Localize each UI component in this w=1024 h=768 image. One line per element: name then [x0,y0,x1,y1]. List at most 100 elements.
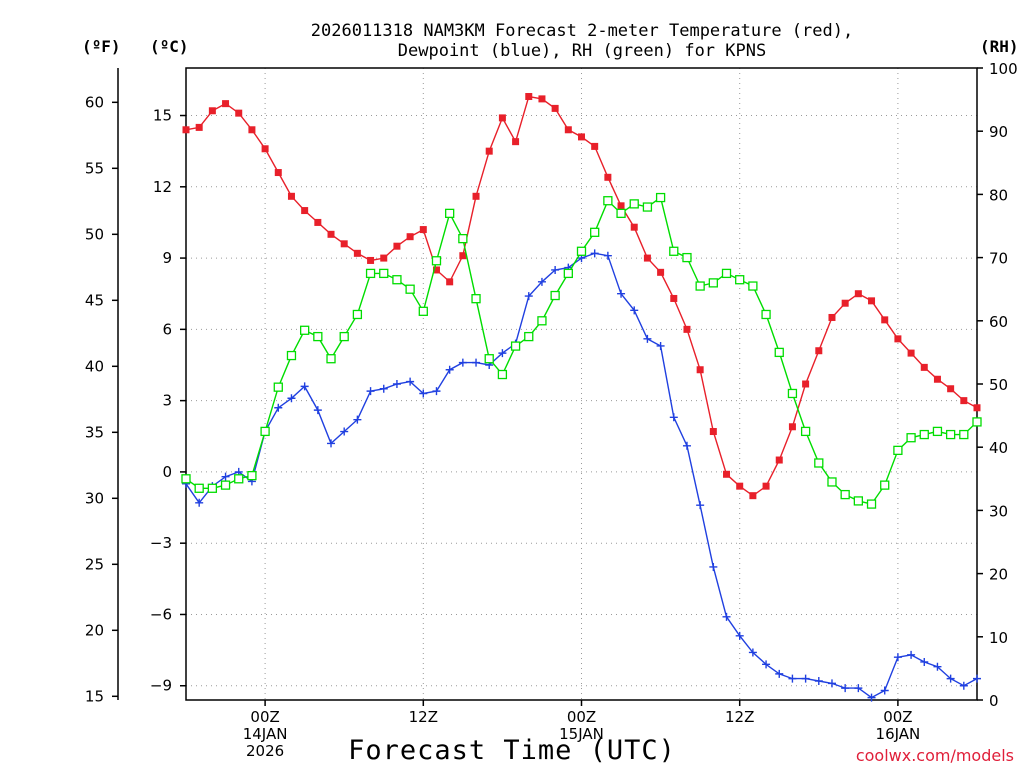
x-tick-label: 12Z [409,708,438,726]
rh-tick-label: 10 [989,629,1008,647]
data-point [933,662,942,671]
data-point [827,477,837,487]
rh-tick-label: 80 [989,186,1008,204]
fahrenheit-tick-label: 15 [85,687,104,705]
data-point [682,252,692,263]
data-point [484,354,494,364]
data-point [696,366,704,374]
chart-title: 2026011318 NAM3KM Forecast 2-meter Tempe… [311,21,853,61]
rh-tick-label: 60 [989,313,1008,331]
data-point [498,114,506,122]
celsius-axis: −9 −6 −3 0 3 6 9 12 15 [150,107,186,695]
data-point [762,660,771,669]
chart-title-line-1: 2026011318 NAM3KM Forecast 2-meter Tempe… [311,21,853,41]
data-point [761,309,771,320]
x-tick-label: 00Z [250,708,279,726]
data-point [274,403,283,412]
data-point [406,233,414,241]
data-point [339,331,349,342]
data-point [853,496,863,506]
celsius-tick-label: −3 [150,534,172,552]
data-point [510,341,521,351]
data-point [590,227,600,237]
data-point [682,441,691,450]
fahrenheit-tick-label: 55 [85,159,104,177]
data-point [564,126,572,134]
data-point [273,382,283,392]
data-point [775,669,784,678]
data-point [445,208,455,219]
data-point [854,290,862,298]
data-point [181,474,191,484]
data-point [643,334,652,343]
data-point [708,278,718,288]
fahrenheit-axis: 15 20 25 30 35 40 45 50 55 60 [85,68,119,705]
data-point [419,389,428,398]
data-point [326,354,336,364]
data-point [578,133,585,141]
fahrenheit-tick-label: 60 [85,93,104,111]
data-point [840,489,850,500]
celsius-tick-label: 6 [162,320,172,338]
data-point [616,208,626,219]
data-point [920,363,928,371]
data-point [709,428,717,436]
data-point [551,104,559,112]
data-point [788,423,796,431]
data-point [669,413,678,422]
data-point [446,278,454,286]
data-point [551,265,560,274]
data-point [287,192,295,200]
x-tick-label: 2026 [246,742,284,760]
data-point [497,369,508,380]
data-point [868,297,876,305]
data-point [353,249,361,257]
data-point [814,458,824,468]
data-point [880,686,889,695]
x-tick-label: 12Z [725,708,754,726]
data-point [485,147,493,155]
x-tick-label: 14JAN [243,725,288,743]
data-point [893,445,903,456]
data-point [524,331,534,342]
data-point [657,268,665,276]
rh-tick-label: 0 [989,692,999,710]
data-point [748,281,758,291]
x-tick-label: 00Z [883,708,912,726]
data-point [195,498,204,507]
data-point [379,268,389,279]
rh-tick-label: 70 [989,250,1008,268]
rh-tick-label: 90 [989,123,1008,141]
data-point [617,202,625,210]
data-point [881,316,889,324]
data-point [576,246,587,256]
data-point [445,365,454,374]
data-point [894,335,902,343]
data-point [313,331,323,342]
data-point [380,254,388,262]
data-point [195,123,203,131]
data-point [670,294,678,302]
data-point [512,138,520,146]
data-point [550,290,560,301]
data-point [235,109,243,117]
data-point [406,377,415,386]
data-point [393,242,401,250]
data-point [222,100,230,108]
data-point [313,406,322,415]
data-point [841,299,849,307]
series-rh [181,192,982,509]
data-point [327,230,335,238]
data-point [299,325,310,335]
data-point [629,199,639,209]
data-point [286,350,297,361]
data-point [432,387,441,396]
celsius-tick-label: 0 [162,463,172,481]
data-point [301,207,309,215]
data-point [431,256,442,266]
data-point [722,612,731,621]
fahrenheit-tick-label: 35 [85,423,104,441]
data-point [340,427,349,436]
data-point [392,275,402,285]
data-point [973,404,981,412]
